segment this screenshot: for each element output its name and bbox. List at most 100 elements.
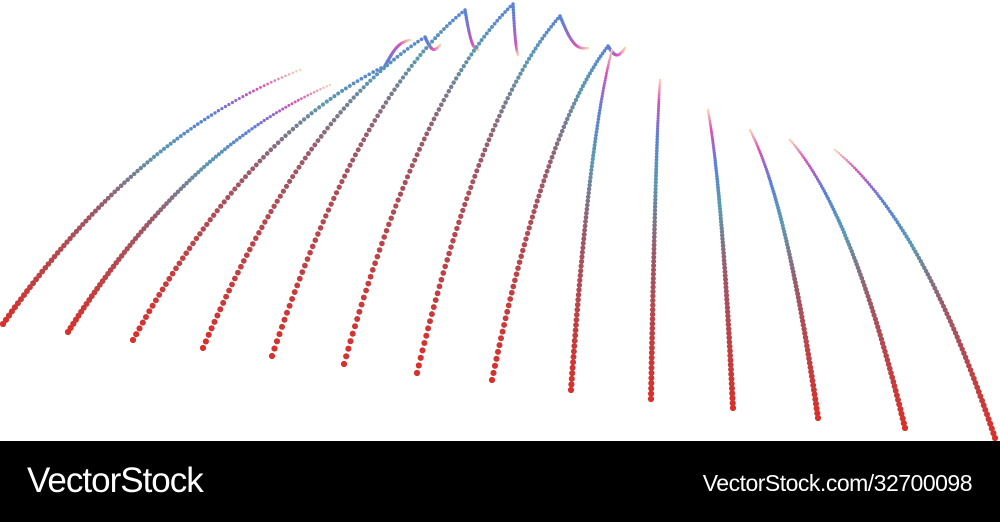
dot — [48, 257, 55, 264]
dot — [175, 189, 181, 194]
dot — [573, 97, 579, 103]
dot — [251, 89, 255, 93]
dot — [711, 141, 715, 146]
dot — [657, 100, 661, 104]
dot — [501, 104, 506, 110]
dot — [856, 170, 860, 174]
dot — [230, 100, 234, 105]
dot — [654, 158, 659, 162]
dot — [511, 5, 515, 9]
dot — [961, 350, 967, 356]
dot — [398, 52, 403, 56]
dot — [320, 102, 326, 107]
dot — [655, 126, 660, 131]
dot — [652, 226, 657, 232]
dot — [287, 178, 293, 184]
dot — [602, 84, 606, 88]
dot — [716, 188, 721, 193]
dot — [156, 291, 163, 298]
dot — [135, 232, 141, 238]
dot — [402, 49, 407, 54]
dot — [654, 152, 659, 156]
dot — [513, 271, 520, 278]
dot — [650, 280, 656, 286]
dot — [429, 121, 434, 127]
dot — [657, 102, 661, 106]
dot — [592, 146, 597, 151]
dot — [580, 84, 585, 89]
dot — [594, 133, 598, 138]
dot — [837, 152, 841, 155]
dot — [442, 27, 446, 31]
dot — [256, 122, 260, 127]
dot — [164, 201, 169, 206]
dot — [290, 102, 294, 106]
dot — [578, 263, 584, 269]
dot — [658, 86, 661, 89]
dot — [452, 231, 458, 238]
dot — [878, 336, 885, 342]
dot — [333, 190, 340, 196]
dot — [967, 367, 974, 373]
dot — [501, 321, 508, 328]
dot — [582, 227, 588, 233]
dot — [540, 36, 545, 41]
dot — [542, 173, 548, 179]
dot — [964, 358, 970, 365]
dot — [851, 255, 857, 261]
dot — [244, 131, 248, 135]
dot — [650, 293, 656, 299]
dot — [544, 30, 549, 35]
dot — [719, 222, 724, 228]
dot — [216, 152, 221, 157]
dot — [570, 348, 577, 355]
dot — [588, 175, 593, 180]
dot — [14, 300, 21, 307]
dot — [888, 209, 892, 214]
dot — [290, 174, 296, 180]
dot — [716, 194, 721, 199]
dot — [196, 170, 201, 175]
dot — [652, 223, 657, 228]
dot — [167, 198, 172, 203]
dot — [610, 50, 613, 54]
dot — [558, 133, 563, 138]
dot — [937, 296, 943, 302]
dot — [118, 183, 124, 189]
dot — [785, 242, 790, 247]
dot — [502, 315, 509, 322]
dot — [524, 60, 529, 65]
dot — [96, 205, 102, 211]
dot — [293, 169, 299, 175]
dot — [569, 370, 576, 377]
dot — [574, 312, 580, 318]
dot — [580, 245, 586, 251]
dot — [335, 113, 340, 119]
dot — [302, 262, 308, 269]
dot — [843, 157, 847, 160]
dot — [83, 218, 89, 224]
dot — [726, 330, 732, 336]
dot — [273, 79, 277, 82]
dot — [855, 265, 861, 271]
dot — [719, 233, 725, 238]
dot — [860, 279, 866, 285]
dot — [253, 162, 259, 168]
dot — [265, 214, 271, 220]
dot — [726, 343, 733, 350]
dot — [381, 234, 387, 240]
dot — [412, 60, 417, 65]
dot — [987, 420, 994, 427]
dot — [484, 31, 489, 36]
dot — [585, 202, 590, 208]
dot — [433, 36, 438, 41]
dot — [654, 149, 659, 153]
dot — [315, 89, 319, 92]
dot — [711, 144, 715, 148]
dot — [390, 209, 397, 215]
dot — [460, 10, 464, 15]
dot — [524, 230, 531, 237]
dot — [787, 255, 793, 261]
dot — [438, 43, 442, 47]
dot — [125, 177, 130, 183]
